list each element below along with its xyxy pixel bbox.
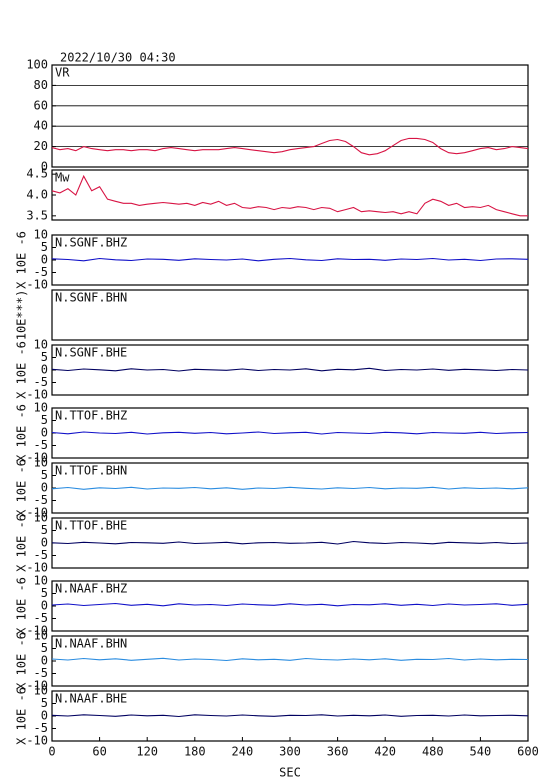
x-tick-label: 600	[517, 745, 539, 759]
y-tick-label: 20	[34, 139, 48, 153]
y-tick-label: -10	[26, 624, 48, 638]
y-tick-label: -10	[26, 506, 48, 520]
y-tick-label: -10	[26, 278, 48, 292]
x-tick-label: 480	[422, 745, 444, 759]
x-tick-label: 0	[48, 745, 55, 759]
y-tick-label: 5	[41, 641, 48, 655]
trace	[51, 137, 529, 156]
y-tick-label: -5	[34, 611, 48, 625]
y-tick-label: 80	[34, 78, 48, 92]
y-tick-label: 5	[41, 240, 48, 254]
y-tick-label: 100	[26, 58, 48, 72]
y-tick-label: 10	[34, 456, 48, 470]
y-tick-label: 5	[41, 468, 48, 482]
series-label: N.SGNF.BHN	[55, 291, 127, 305]
y-tick-label: -5	[34, 666, 48, 680]
y-tick-label: 4.0	[26, 188, 48, 202]
y-tick-label: 4.5	[26, 167, 48, 181]
y-tick-label: 0	[41, 160, 48, 174]
x-tick-label: 120	[136, 745, 158, 759]
y-tick-label: 10	[34, 401, 48, 415]
y-tick-label: 0	[41, 599, 48, 613]
y-axis-label: X 10E -6	[15, 341, 29, 399]
y-axis-label: X 10E -6	[15, 404, 29, 462]
trace	[51, 540, 529, 545]
y-tick-label: 40	[34, 119, 48, 133]
x-tick-label: 60	[92, 745, 106, 759]
y-tick-label: 0	[41, 709, 48, 723]
panel-frame	[51, 64, 529, 168]
y-axis-label: X 10E -6	[15, 577, 29, 635]
x-tick-label: 360	[327, 745, 349, 759]
y-tick-label: 60	[34, 98, 48, 112]
panel-frame	[51, 169, 529, 221]
y-tick-label: -5	[34, 265, 48, 279]
y-tick-label: 5	[41, 696, 48, 710]
y-axis-label: X 10E -6	[15, 459, 29, 517]
y-tick-label: -5	[34, 438, 48, 452]
y-tick-label: 5	[41, 586, 48, 600]
series-label: N.NAAF.BHZ	[55, 582, 127, 596]
series-label: N.NAAF.BHN	[55, 637, 127, 651]
y-tick-label: 0	[41, 536, 48, 550]
y-tick-label: 3.5	[26, 208, 48, 222]
trace	[51, 431, 529, 435]
y-tick-label: -10	[26, 734, 48, 748]
x-tick-label: 180	[184, 745, 206, 759]
y-tick-label: -10	[26, 561, 48, 575]
y-tick-label: 10	[34, 228, 48, 242]
y-tick-label: 5	[41, 350, 48, 364]
x-tick-label: 240	[232, 745, 254, 759]
y-tick-label: 0	[41, 654, 48, 668]
x-tick-label: 300	[279, 745, 301, 759]
y-tick-label: 0	[41, 426, 48, 440]
trace	[51, 367, 529, 372]
y-tick-label: -5	[34, 721, 48, 735]
y-axis-label: X 10E -6	[15, 514, 29, 572]
y-tick-label: 0	[41, 363, 48, 377]
x-tick-label: 420	[374, 745, 396, 759]
series-label: N.NAAF.BHE	[55, 692, 127, 706]
chart-title: 2022/10/30 04:30	[60, 51, 176, 65]
y-tick-label: 10	[34, 629, 48, 643]
panel-frame	[51, 289, 529, 341]
y-axis-label: X 10E -6	[15, 632, 29, 690]
series-label: N.TTOF.BHE	[55, 519, 127, 533]
y-tick-label: -10	[26, 451, 48, 465]
x-axis-label: SEC	[279, 766, 301, 780]
y-tick-label: 10	[34, 574, 48, 588]
series-label: N.SGNF.BHE	[55, 346, 127, 360]
y-tick-label: 10	[34, 338, 48, 352]
y-tick-label: -5	[34, 375, 48, 389]
series-label: Mw	[55, 171, 70, 185]
y-tick-label: -5	[34, 493, 48, 507]
series-label: VR	[55, 66, 70, 80]
series-label: N.SGNF.BHZ	[55, 236, 127, 250]
y-tick-label: 10	[34, 684, 48, 698]
y-tick-label: -10	[26, 388, 48, 402]
y-tick-label: 10	[34, 511, 48, 525]
y-axis-label: X 10E -6	[15, 687, 29, 745]
trace	[51, 174, 528, 217]
y-tick-label: 0	[41, 253, 48, 267]
y-tick-label: 5	[41, 413, 48, 427]
series-label: N.TTOF.BHZ	[55, 409, 127, 423]
trace	[51, 602, 529, 607]
trace	[51, 486, 529, 490]
trace	[51, 657, 529, 662]
y-tick-label: -10	[26, 679, 48, 693]
x-tick-label: 540	[470, 745, 492, 759]
y-tick-label: -5	[34, 548, 48, 562]
y-axis-label: X 10E -6	[15, 231, 29, 289]
trace	[51, 257, 529, 262]
y-tick-label: 5	[41, 523, 48, 537]
y-tick-label: 0	[41, 481, 48, 495]
trace	[51, 714, 529, 718]
y-axis-label: 10E***)	[15, 290, 29, 341]
series-label: N.TTOF.BHN	[55, 464, 127, 478]
